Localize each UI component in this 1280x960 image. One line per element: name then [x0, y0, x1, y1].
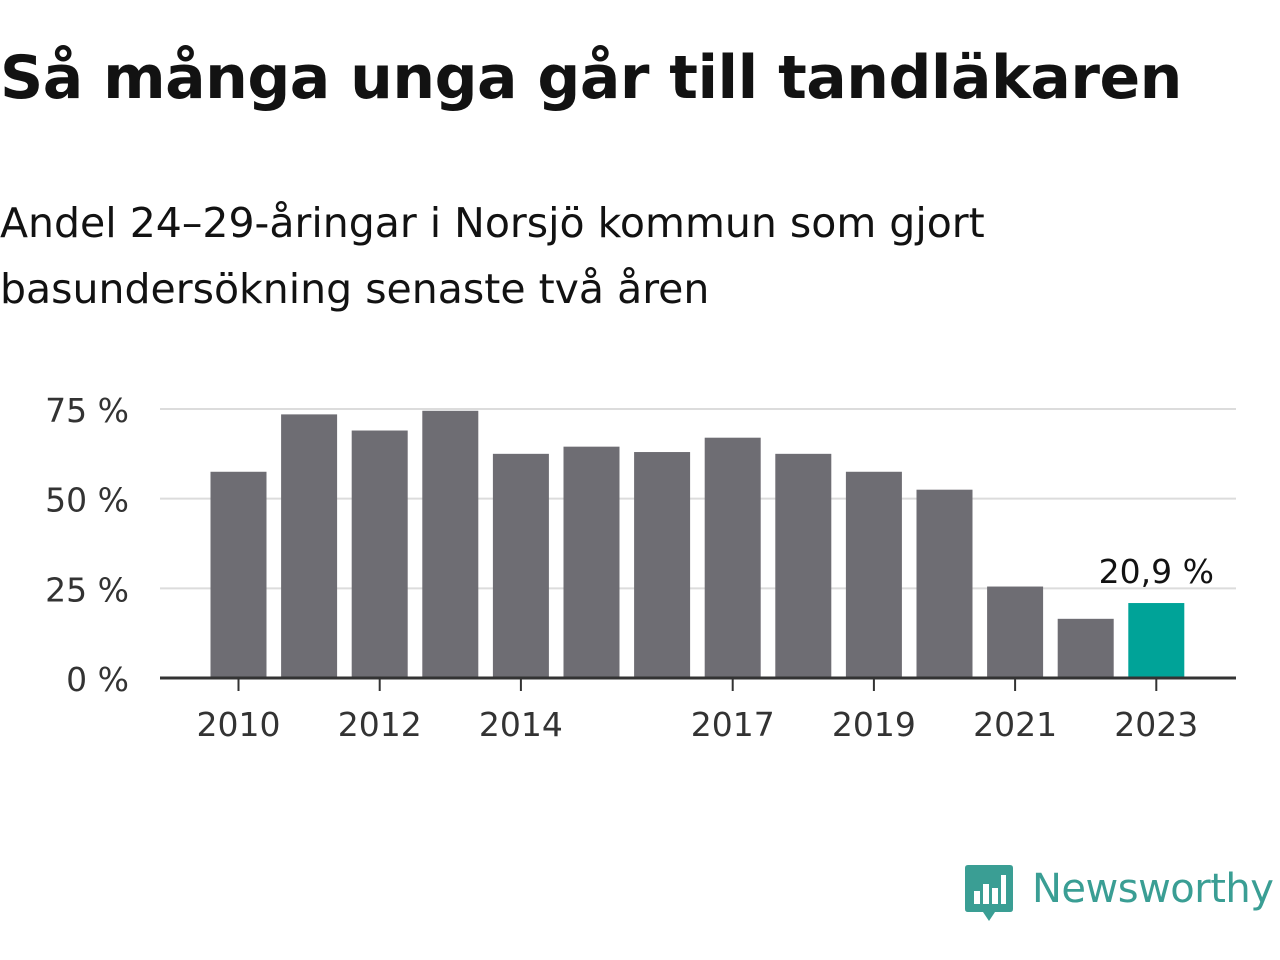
bar-2020	[916, 489, 973, 678]
x-tick-label: 2023	[1114, 705, 1198, 744]
data-label-2023: 20,9 %	[1099, 552, 1214, 591]
x-tick-label: 2014	[479, 705, 563, 744]
chart-subtitle: Andel 24–29-åringar i Norsjö kommun som …	[0, 199, 985, 313]
x-tick-label: 2010	[197, 705, 281, 744]
y-tick-label: 25 %	[45, 570, 129, 609]
brand-name: Newsworthy	[1032, 866, 1274, 912]
chart-title: Så många unga går till tandläkaren	[0, 43, 1182, 113]
y-tick-label: 50 %	[45, 481, 129, 520]
bar-2016	[634, 452, 691, 678]
bar-2017	[704, 437, 761, 678]
bar-2023	[1128, 603, 1185, 678]
bar-chart-speech-bubble-icon	[965, 865, 1013, 921]
y-tick-label: 75 %	[45, 391, 129, 430]
brand-logo: Newsworthy	[964, 862, 1274, 926]
bar-2014	[492, 453, 549, 678]
x-tick-label: 2019	[832, 705, 916, 744]
bar-2019	[845, 471, 902, 678]
bar-2021	[987, 586, 1044, 678]
x-tick-label: 2017	[691, 705, 775, 744]
y-tick-label: 0 %	[66, 660, 129, 699]
bar-2012	[351, 430, 408, 678]
bar-2018	[775, 453, 832, 678]
bar-2011	[281, 414, 338, 678]
bar-2022	[1057, 618, 1114, 678]
bar-2010	[210, 471, 267, 678]
bar-2013	[422, 410, 479, 678]
x-tick-label: 2012	[338, 705, 422, 744]
x-tick-label: 2021	[973, 705, 1057, 744]
bar-chart: 0 % 25 % 50 % 75 % 2010 2012 2014 2017 2019 2021 2…	[45, 391, 1236, 744]
bar-2015	[563, 446, 620, 678]
